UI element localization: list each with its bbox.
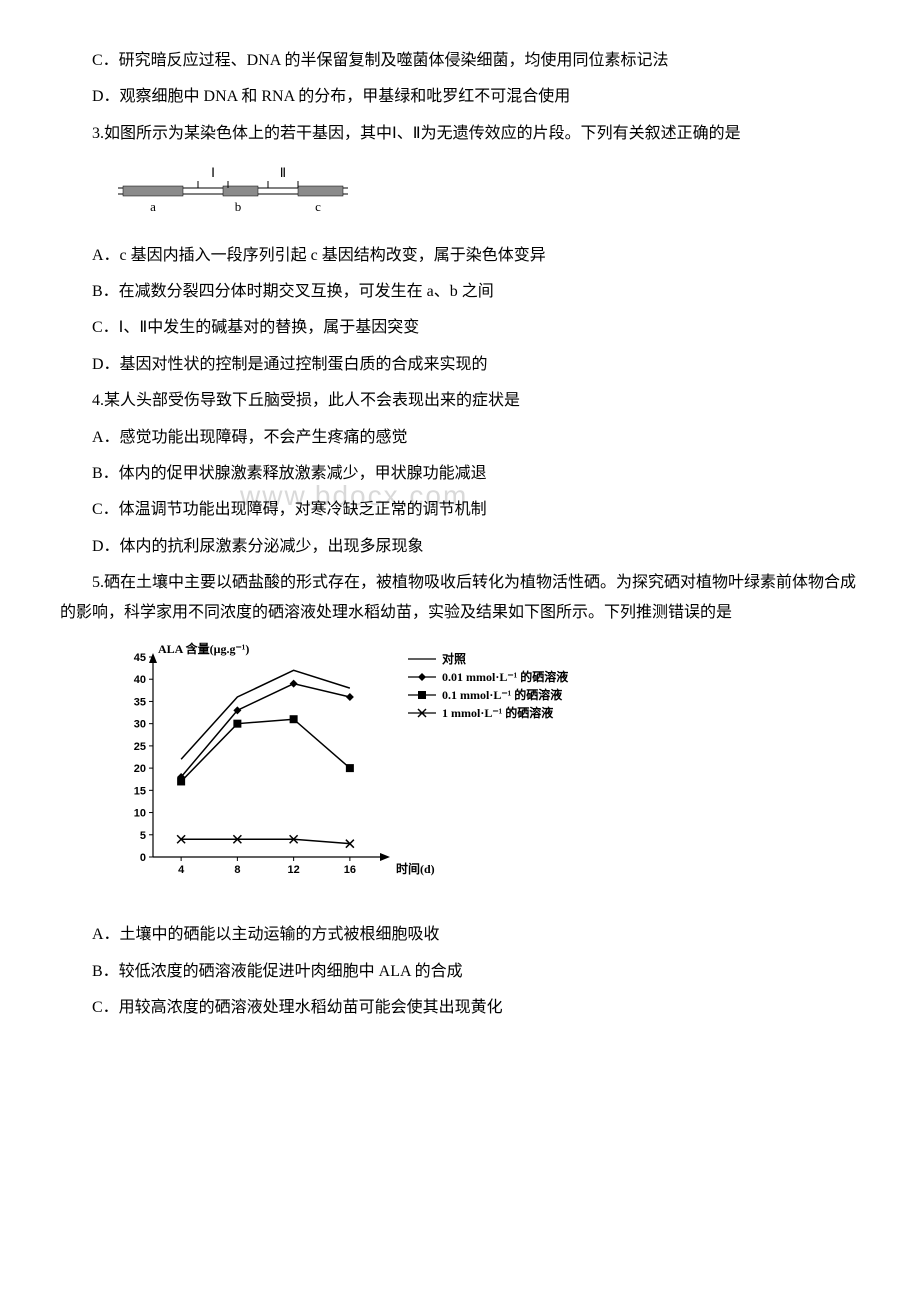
svg-text:5: 5 bbox=[140, 830, 146, 842]
svg-text:c: c bbox=[315, 199, 321, 214]
q4-option-b: B．体内的促甲状腺激素释放激素减少，甲状腺功能减退 bbox=[60, 459, 860, 489]
q3-option-a: A．c 基因内插入一段序列引起 c 基因结构改变，属于染色体变异 bbox=[60, 241, 860, 271]
svg-text:10: 10 bbox=[134, 807, 146, 819]
svg-text:0.01 mmol·L⁻¹ 的硒溶液: 0.01 mmol·L⁻¹ 的硒溶液 bbox=[442, 669, 568, 684]
svg-text:12: 12 bbox=[288, 864, 300, 876]
svg-text:a: a bbox=[150, 199, 156, 214]
svg-text:0.1 mmol·L⁻¹ 的硒溶液: 0.1 mmol·L⁻¹ 的硒溶液 bbox=[442, 687, 562, 702]
q3-option-b: B．在减数分裂四分体时期交叉互换，可发生在 a、b 之间 bbox=[60, 277, 860, 307]
svg-text:ALA 含量(μg.g⁻¹): ALA 含量(μg.g⁻¹) bbox=[158, 641, 249, 656]
svg-text:时间(d): 时间(d) bbox=[396, 861, 435, 876]
svg-text:4: 4 bbox=[178, 864, 185, 876]
svg-text:Ⅰ: Ⅰ bbox=[211, 165, 215, 180]
q4-option-a: A．感觉功能出现障碍，不会产生疼痛的感觉 bbox=[60, 423, 860, 453]
svg-text:25: 25 bbox=[134, 741, 146, 753]
svg-text:1 mmol·L⁻¹ 的硒溶液: 1 mmol·L⁻¹ 的硒溶液 bbox=[442, 705, 553, 720]
svg-text:45: 45 bbox=[134, 652, 146, 664]
svg-text:16: 16 bbox=[344, 864, 356, 876]
svg-text:35: 35 bbox=[134, 696, 146, 708]
svg-text:0: 0 bbox=[140, 852, 146, 864]
svg-text:30: 30 bbox=[134, 719, 146, 731]
gene-diagram: Ⅰ Ⅱa b c bbox=[108, 159, 860, 230]
q5-option-a: A．土壤中的硒能以主动运输的方式被根细胞吸收 bbox=[60, 920, 860, 950]
svg-text:20: 20 bbox=[134, 763, 146, 775]
question-5-stem: 5.硒在土壤中主要以硒盐酸的形式存在，被植物吸收后转化为植物活性硒。为探究硒对植… bbox=[60, 568, 860, 629]
svg-text:8: 8 bbox=[234, 864, 240, 876]
svg-text:15: 15 bbox=[134, 785, 146, 797]
ala-chart: 0 5 10 15 20 25 30 35 40 45 4 8 12 16 ALA 含量(μg.g⁻¹) 时间… bbox=[108, 639, 860, 910]
svg-text:40: 40 bbox=[134, 674, 146, 686]
svg-text:对照: 对照 bbox=[442, 651, 466, 666]
q5-option-c: C．用较高浓度的硒溶液处理水稻幼苗可能会使其出现黄化 bbox=[60, 993, 860, 1023]
svg-text:Ⅱ: Ⅱ bbox=[280, 165, 286, 180]
q3-option-d: D．基因对性状的控制是通过控制蛋白质的合成来实现的 bbox=[60, 350, 860, 380]
q3-option-c: C．Ⅰ、Ⅱ中发生的碱基对的替换，属于基因突变 bbox=[60, 313, 860, 343]
question-4-stem: 4.某人头部受伤导致下丘脑受损，此人不会表现出来的症状是 bbox=[60, 386, 860, 416]
q4-option-c: C．体温调节功能出现障碍，对寒冷缺乏正常的调节机制 bbox=[60, 495, 860, 525]
q4-option-d: D．体内的抗利尿激素分泌减少，出现多尿现象 bbox=[60, 532, 860, 562]
option-d-text: D．观察细胞中 DNA 和 RNA 的分布，甲基绿和吡罗红不可混合使用 bbox=[60, 82, 860, 112]
svg-text:b: b bbox=[235, 199, 242, 214]
question-3-stem: 3.如图所示为某染色体上的若干基因，其中Ⅰ、Ⅱ为无遗传效应的片段。下列有关叙述正… bbox=[60, 119, 860, 149]
q5-option-b: B．较低浓度的硒溶液能促进叶肉细胞中 ALA 的合成 bbox=[60, 957, 860, 987]
option-c-text: C．研究暗反应过程、DNA 的半保留复制及噬菌体侵染细菌，均使用同位素标记法 bbox=[60, 46, 860, 76]
